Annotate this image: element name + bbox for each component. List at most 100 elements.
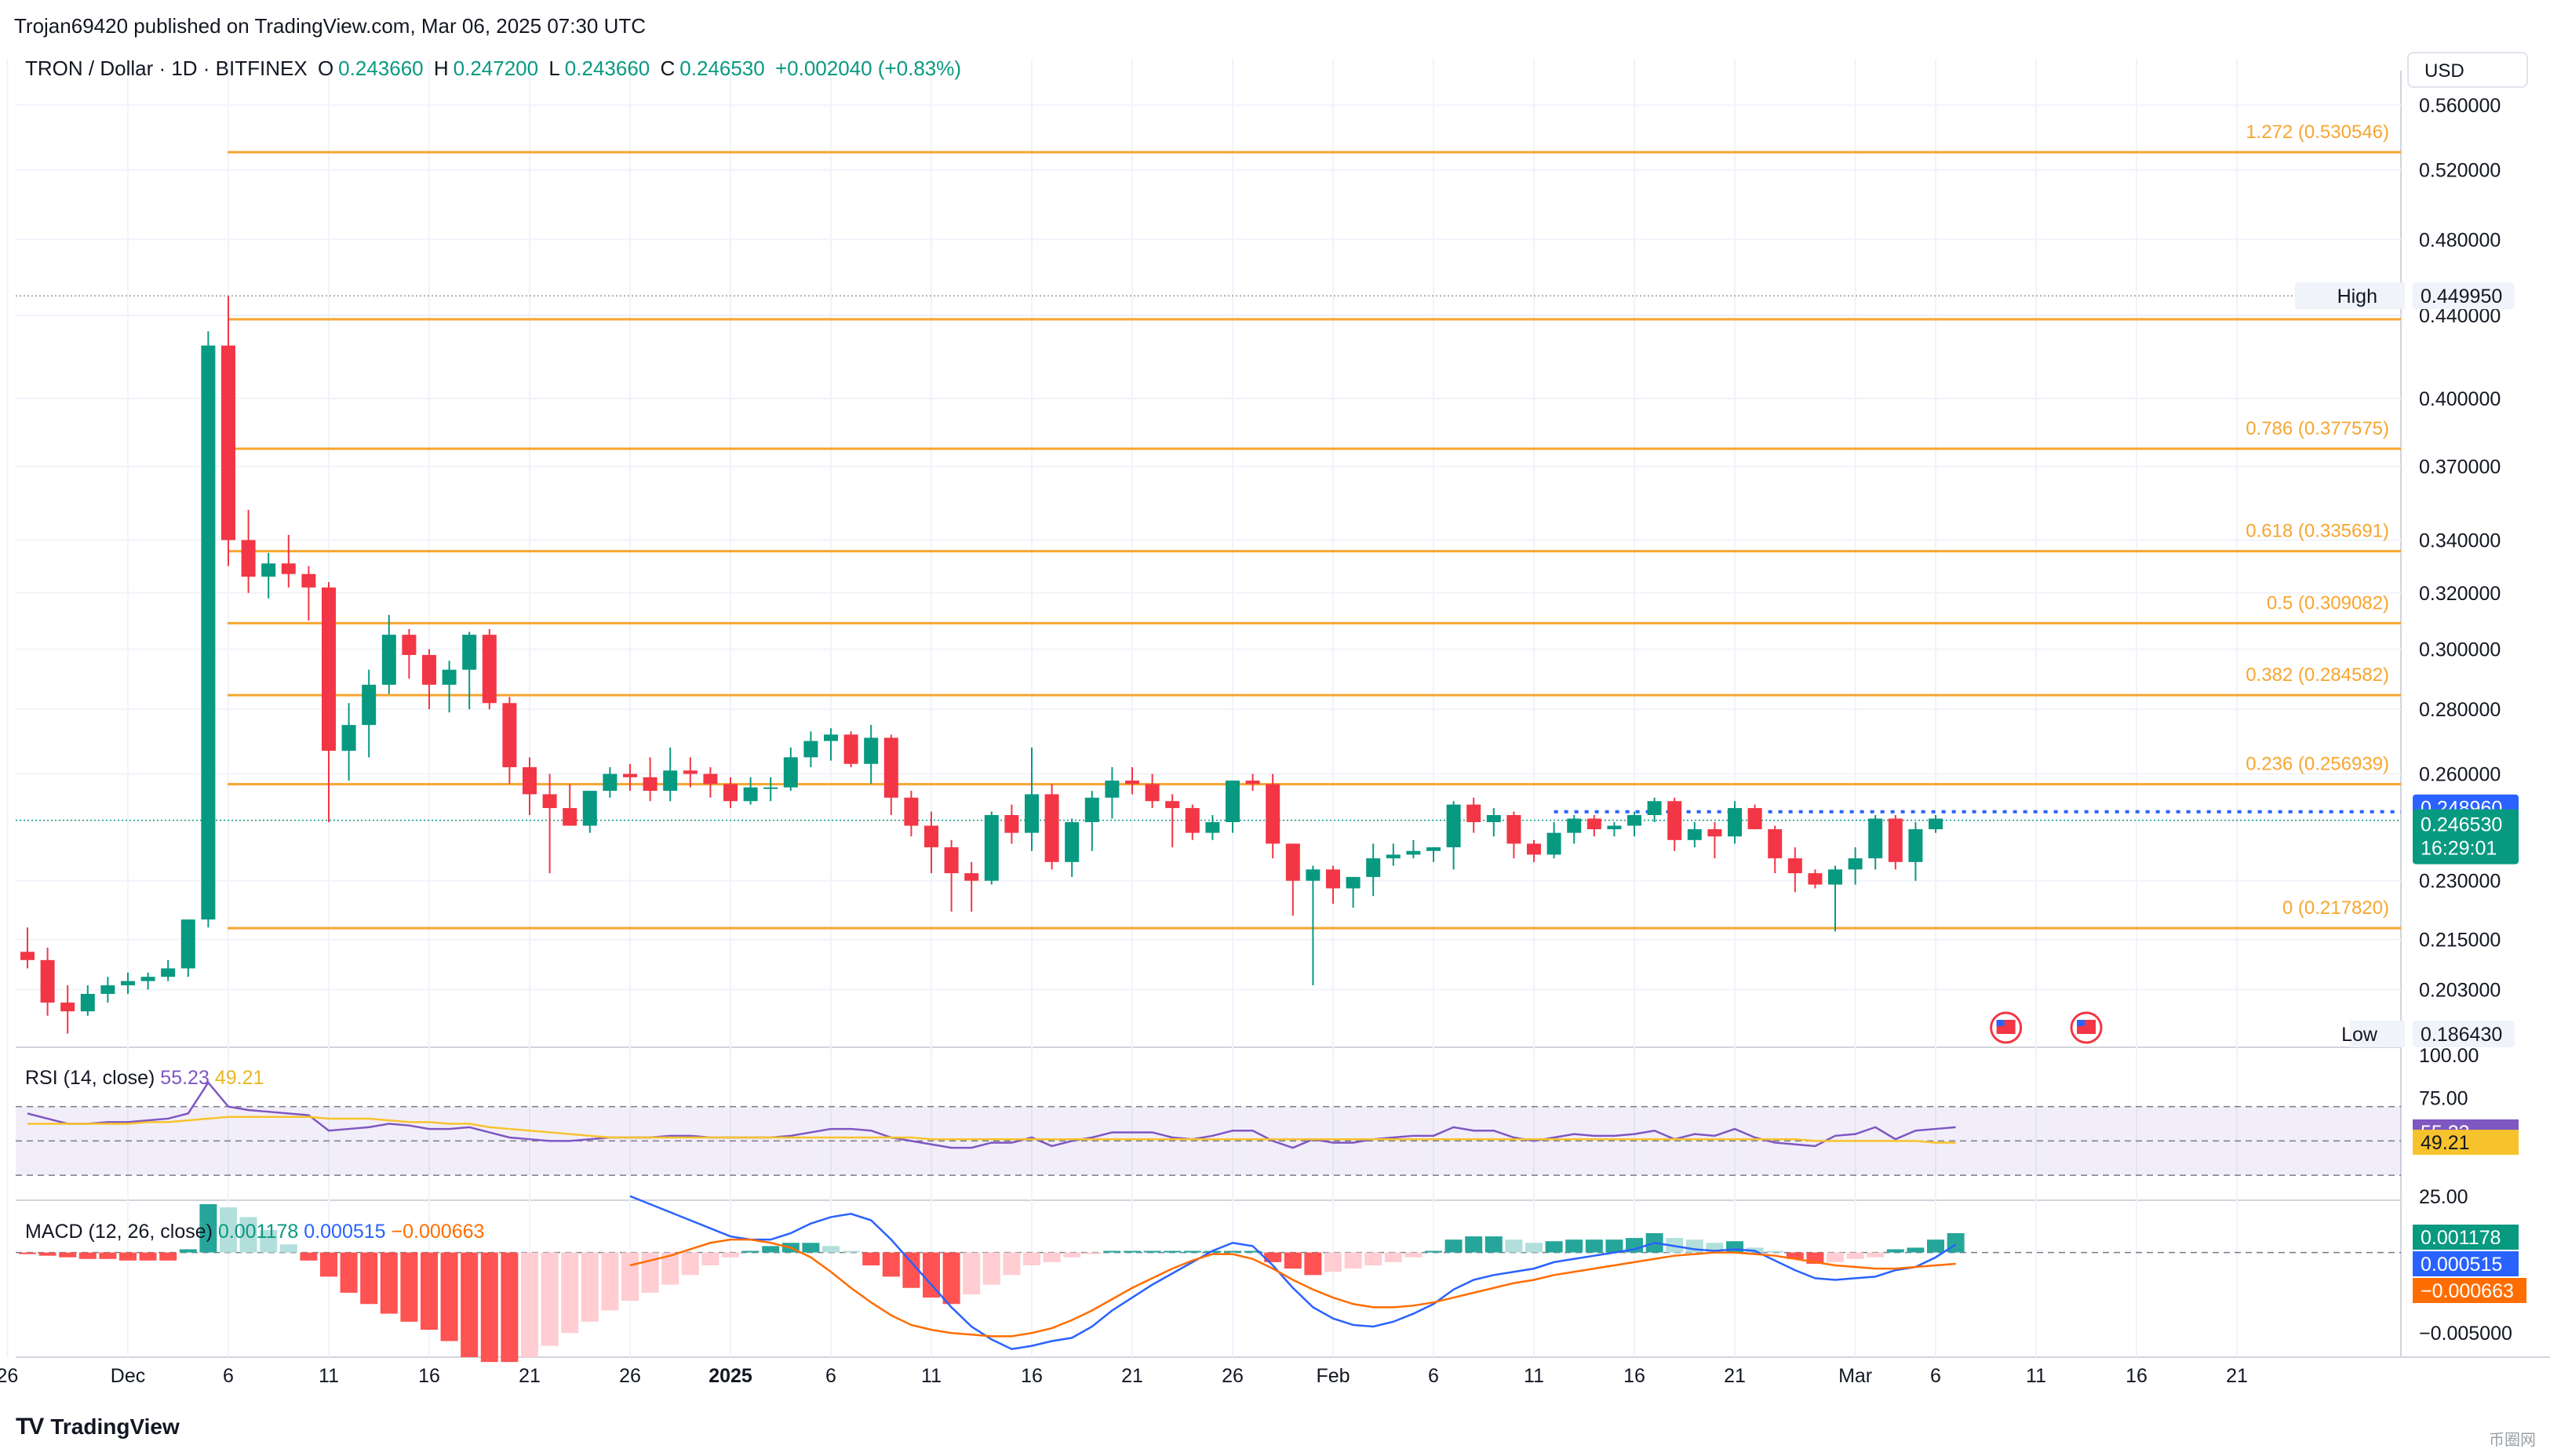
x-tick-label: 16 <box>1021 1365 1043 1387</box>
candle-body <box>1105 781 1120 798</box>
candle-body <box>1306 869 1321 881</box>
symbol-name[interactable]: TRON / Dollar · 1D · BITFINEX <box>25 56 308 80</box>
candle-body <box>140 977 155 981</box>
macd-histogram-bar <box>1124 1250 1141 1253</box>
candle-body <box>422 654 436 685</box>
close-label: C <box>660 56 676 80</box>
candle-body <box>341 725 356 751</box>
candle-body <box>743 787 758 802</box>
x-tick-label: 6 <box>223 1365 234 1387</box>
macd-histogram-bar <box>1465 1236 1483 1253</box>
candle-body <box>281 563 296 574</box>
macd-legend[interactable]: MACD (12, 26, close) 0.001178 0.000515 −… <box>25 1221 484 1243</box>
low-price-badge-bg <box>2413 1021 2515 1047</box>
x-tick-label: Feb <box>1316 1365 1350 1387</box>
candle-body <box>1586 818 1601 830</box>
candle-body <box>100 985 115 994</box>
macd-histogram-bar <box>220 1207 237 1253</box>
macd-histogram-bar <box>902 1252 920 1288</box>
macd-histogram-bar <box>1063 1252 1081 1258</box>
candle-body <box>523 766 537 795</box>
candle-body <box>723 784 738 802</box>
x-tick-label: 2025 <box>709 1365 752 1387</box>
candle-body <box>180 919 195 969</box>
y-tick-label: 0.400000 <box>2419 388 2501 410</box>
candle-body <box>1929 818 1943 830</box>
macd-histogram-bar <box>842 1250 860 1253</box>
candle-body <box>221 345 235 541</box>
us-event-flag-icon <box>2077 1020 2085 1026</box>
candle-body <box>1044 794 1059 862</box>
candle-body <box>1366 858 1381 877</box>
candle-body <box>80 993 95 1012</box>
macd-histogram-bar <box>1846 1252 1864 1259</box>
y-tick-label: 0.480000 <box>2419 229 2501 251</box>
macd-signal-line <box>629 1238 1956 1338</box>
macd-hist-legend-value: 0.001178 <box>217 1221 299 1243</box>
y-tick-label: 0.370000 <box>2419 456 2501 478</box>
macd-histogram-bar <box>99 1252 117 1259</box>
open-label: O <box>317 56 334 80</box>
candle-body <box>1868 818 1883 859</box>
high-value: 0.247200 <box>453 56 539 80</box>
candle-body <box>442 669 457 685</box>
macd-histogram-bar <box>1425 1250 1442 1253</box>
low-price-badge: 0.186430 <box>2421 1024 2502 1046</box>
candle-body <box>301 573 316 588</box>
candle-body <box>1808 873 1823 885</box>
macd-signal-badge-bg <box>2413 1278 2526 1303</box>
rsi-ma-badge: 49.21 <box>2421 1132 2470 1154</box>
macd-signal-legend-value: −0.000663 <box>391 1221 485 1243</box>
macd-histogram-bar <box>722 1252 739 1258</box>
candle-body <box>1346 876 1361 889</box>
macd-histogram-bar <box>501 1252 519 1363</box>
macd-histogram-bar <box>1043 1252 1061 1262</box>
x-tick-label: 16 <box>1623 1365 1645 1387</box>
macd-histogram-bar <box>681 1252 699 1276</box>
macd-histogram-bar <box>1324 1252 1342 1272</box>
macd-histogram-bar <box>982 1252 1000 1285</box>
currency-selector[interactable]: USD <box>2407 52 2528 88</box>
fib-level-label: 0.618 (0.335691) <box>2246 521 2389 542</box>
macd-histogram-bar <box>521 1252 538 1357</box>
macd-histogram-bar <box>1264 1252 1282 1262</box>
candle-body <box>1848 858 1863 870</box>
candle-body <box>683 770 698 774</box>
y-tick-label: 0.520000 <box>2419 159 2501 181</box>
macd-histogram-bar <box>279 1244 297 1253</box>
candle-body <box>703 774 718 784</box>
candle-body <box>803 741 818 758</box>
candle-body <box>542 794 557 809</box>
x-tick-label: 11 <box>319 1365 339 1387</box>
x-tick-label: 21 <box>519 1365 541 1387</box>
candle-body <box>60 1003 75 1012</box>
candle-body <box>643 777 658 792</box>
symbol-legend[interactable]: TRON / Dollar · 1D · BITFINEX O 0.243660 … <box>25 56 966 81</box>
x-tick-label: Dec <box>111 1365 145 1387</box>
candle-body <box>1084 797 1099 822</box>
rsi-tick-label: 75.00 <box>2419 1088 2468 1110</box>
macd-histogram-bar <box>1525 1243 1543 1253</box>
macd-histogram-bar <box>963 1252 981 1294</box>
macd-signal-badge: −0.000663 <box>2421 1280 2514 1302</box>
rsi-legend[interactable]: RSI (14, close) 55.23 49.21 <box>25 1067 264 1090</box>
fib-level-label: 0.5 (0.309082) <box>2267 592 2389 613</box>
candle-body <box>964 873 979 881</box>
candle-body <box>362 684 377 726</box>
macd-histogram-bar <box>400 1252 418 1322</box>
macd-histogram-bar <box>1023 1252 1040 1265</box>
candle-body <box>1025 794 1039 833</box>
macd-histogram-bar <box>1344 1252 1362 1269</box>
candle-body <box>40 959 55 1003</box>
x-tick-label: 21 <box>1121 1365 1143 1387</box>
rsi-title: RSI (14, close) <box>25 1067 155 1089</box>
y-tick-label: 0.340000 <box>2419 530 2501 551</box>
macd-histogram-bar <box>1244 1250 1262 1253</box>
low-value: 0.243660 <box>564 56 650 80</box>
change-value: +0.002040 (+0.83%) <box>774 56 962 80</box>
x-tick-label: Mar <box>1838 1365 1872 1387</box>
candle-body <box>623 774 637 777</box>
tradingview-footer[interactable]: TV TradingView <box>16 1414 180 1440</box>
candle-body <box>402 635 417 655</box>
